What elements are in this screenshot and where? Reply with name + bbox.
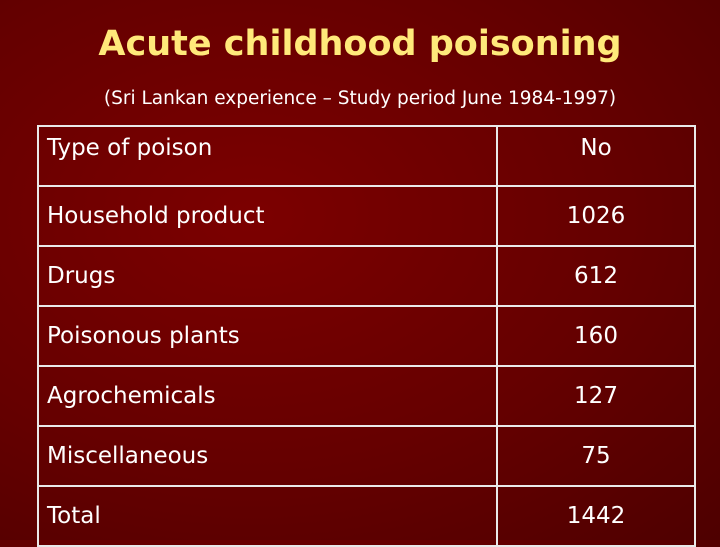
cell-type-total: Total xyxy=(37,485,498,547)
cell-type: Miscellaneous xyxy=(37,425,498,487)
header-no: No xyxy=(496,125,696,187)
table-header-row: Type of poison No xyxy=(37,125,696,187)
table-row-total: Total 1442 xyxy=(37,485,696,547)
cell-count: 1026 xyxy=(496,185,696,247)
header-type-of-poison: Type of poison xyxy=(37,125,498,187)
cell-type: Poisonous plants xyxy=(37,305,498,367)
cell-type: Agrochemicals xyxy=(37,365,498,427)
cell-count: 127 xyxy=(496,365,696,427)
cell-type: Household product xyxy=(37,185,498,247)
slide-title: Acute childhood poisoning xyxy=(98,24,622,64)
poisoning-table: Type of poison No Household product 1026… xyxy=(37,125,696,547)
table-row: Household product 1026 xyxy=(37,185,696,247)
cell-count: 75 xyxy=(496,425,696,487)
cell-type: Drugs xyxy=(37,245,498,307)
table-row: Agrochemicals 127 xyxy=(37,365,696,427)
table-row: Miscellaneous 75 xyxy=(37,425,696,487)
table-row: Drugs 612 xyxy=(37,245,696,307)
table-row: Poisonous plants 160 xyxy=(37,305,696,367)
cell-count: 612 xyxy=(496,245,696,307)
cell-count-total: 1442 xyxy=(496,485,696,547)
cell-count: 160 xyxy=(496,305,696,367)
slide-subtitle: (Sri Lankan experience – Study period Ju… xyxy=(103,88,617,109)
